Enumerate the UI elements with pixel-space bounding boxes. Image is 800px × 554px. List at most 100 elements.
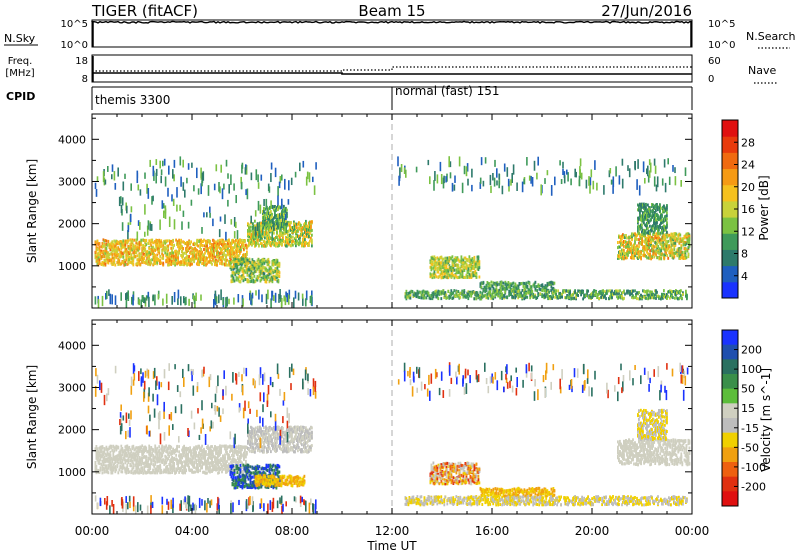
power-echo-cell-4329 (641, 214, 643, 218)
power-echo-cell-3164 (481, 295, 484, 299)
power-echo-cell-646 (171, 249, 173, 253)
power-echo-cell-2531 (445, 257, 448, 261)
power-echo-cell-2418 (430, 256, 433, 260)
power-echo-cell-3503 (615, 290, 617, 294)
power-echo-cell-449 (147, 242, 150, 245)
power-echo-cell-3940 (647, 243, 649, 247)
power-echo-cell-2207 (310, 227, 312, 230)
power-echo-cell-3227 (505, 295, 508, 299)
power-echo-cell-3686 (617, 246, 619, 250)
power-echo-cell-2807 (492, 281, 495, 285)
power-echo-cell-1186 (235, 242, 237, 246)
power-echo-cell-2819 (496, 283, 499, 287)
power-echo-cell-3283 (525, 292, 528, 295)
power-echo-cell-3281 (524, 294, 527, 298)
power-echo-cell-2989 (413, 293, 416, 297)
power-echo-cell-1971 (283, 221, 285, 225)
power-sparse-cell-4657 (260, 174, 263, 181)
power-echo-cell-1686 (250, 229, 252, 233)
power-echo-cell-1953 (281, 234, 283, 237)
power-sparse-cell-4631 (219, 186, 221, 194)
power-echo-cell-4169 (673, 232, 676, 236)
power-echo-cell-3262 (518, 294, 521, 297)
power-echo-cell-4013 (655, 236, 658, 240)
power-echo-cell-3240 (511, 289, 514, 293)
power-echo-cell-2655 (461, 272, 464, 276)
power-echo-cell-2805 (491, 284, 494, 288)
power-echo-cell-1446 (250, 266, 253, 270)
power-echo-cell-4240 (683, 256, 686, 260)
power-echo-cell-3155 (477, 295, 480, 299)
power-echo-cell-1380 (242, 257, 245, 261)
power-echo-cell-1077 (222, 255, 224, 259)
power-echo-cell-679 (175, 253, 177, 257)
power-echo-cell-4494 (656, 204, 658, 208)
power-echo-cell-3967 (650, 237, 652, 241)
power-echo-cell-92 (105, 249, 108, 253)
power-echo-cell-450 (147, 260, 150, 264)
power-echo-cell-1435 (249, 265, 252, 269)
power-echo-cell-986 (212, 244, 214, 248)
power-echo-cell-3146 (475, 297, 478, 301)
power-echo-cell-2010 (288, 229, 290, 233)
power-echo-cell-3407 (576, 293, 578, 297)
power-echo-cell-3949 (648, 246, 650, 250)
power-echo-cell-3056 (438, 290, 441, 294)
power-echo-cell-343 (134, 255, 137, 259)
power-echo-cell-257 (125, 258, 128, 262)
power-echo-cell-4503 (657, 231, 659, 235)
power-sparse-cell-4783 (439, 161, 442, 172)
nsearch-label: N.Search (746, 30, 796, 43)
power-echo-cell-4341 (642, 219, 644, 223)
power-echo-cell-2794 (487, 282, 490, 286)
power-echo-cell-2618 (457, 263, 460, 267)
power-echo-cell-2414 (429, 259, 432, 263)
power-echo-cell-4348 (643, 213, 645, 217)
beam-title: Beam 15 (358, 2, 425, 20)
power-echo-cell-2593 (453, 261, 456, 265)
power-echo-cell-1017 (215, 244, 217, 247)
power-echo-cell-993 (213, 239, 215, 243)
power-sparse-cell-4662 (114, 183, 117, 190)
power-echo-cell-2519 (444, 259, 447, 263)
power-sparse-cell-4637 (279, 176, 282, 184)
power-echo-cell-1538 (262, 276, 265, 280)
power-echo-cell-1082 (223, 243, 225, 246)
power-echo-cell-2861 (512, 285, 515, 289)
power-echo-cell-3442 (591, 291, 593, 295)
power-echo-cell-1163 (232, 251, 234, 254)
power-echo-cell-1196 (236, 239, 238, 243)
power-echo-cell-4337 (641, 203, 643, 207)
power-echo-cell-2264 (267, 217, 269, 221)
power-echo-cell-4363 (644, 208, 646, 212)
power-echo-cell-3348 (554, 291, 556, 295)
power-echo-cell-2130 (302, 240, 304, 244)
power-echo-cell-3662 (677, 297, 679, 301)
power-echo-cell-4150 (671, 248, 674, 252)
power-echo-cell-3014 (423, 290, 426, 294)
power-echo-cell-2458 (435, 275, 438, 279)
power-echo-cell-4149 (671, 235, 674, 239)
power-echo-cell-116 (108, 243, 111, 246)
power-echo-cell-1383 (242, 270, 245, 274)
power-echo-cell-3612 (659, 295, 661, 299)
power-echo-cell-1629 (274, 261, 277, 265)
power-echo-cell-1681 (249, 238, 251, 242)
power-sparse-cell-4747 (590, 169, 593, 178)
power-echo-cell-3153 (476, 293, 479, 297)
power-echo-cell-2326 (275, 214, 277, 218)
power-echo-cell-2927 (542, 287, 545, 291)
power-sparse-cell-4809 (415, 166, 418, 173)
power-echo-cell-1287 (230, 274, 233, 278)
power-echo-cell-883 (200, 258, 202, 262)
power-echo-cell-2309 (272, 227, 274, 231)
power-echo-cell-1634 (275, 272, 278, 276)
power-echo-cell-4269 (687, 232, 690, 236)
power-echo-cell-3358 (558, 292, 560, 296)
power-echo-cell-1937 (279, 241, 281, 245)
power-echo-cell-4429 (650, 218, 652, 222)
power-echo-cell-3110 (460, 291, 463, 295)
power-sparse-cell-4874 (127, 290, 129, 300)
power-echo-cell-2525 (444, 269, 447, 272)
power-echo-cell-903 (203, 238, 205, 242)
